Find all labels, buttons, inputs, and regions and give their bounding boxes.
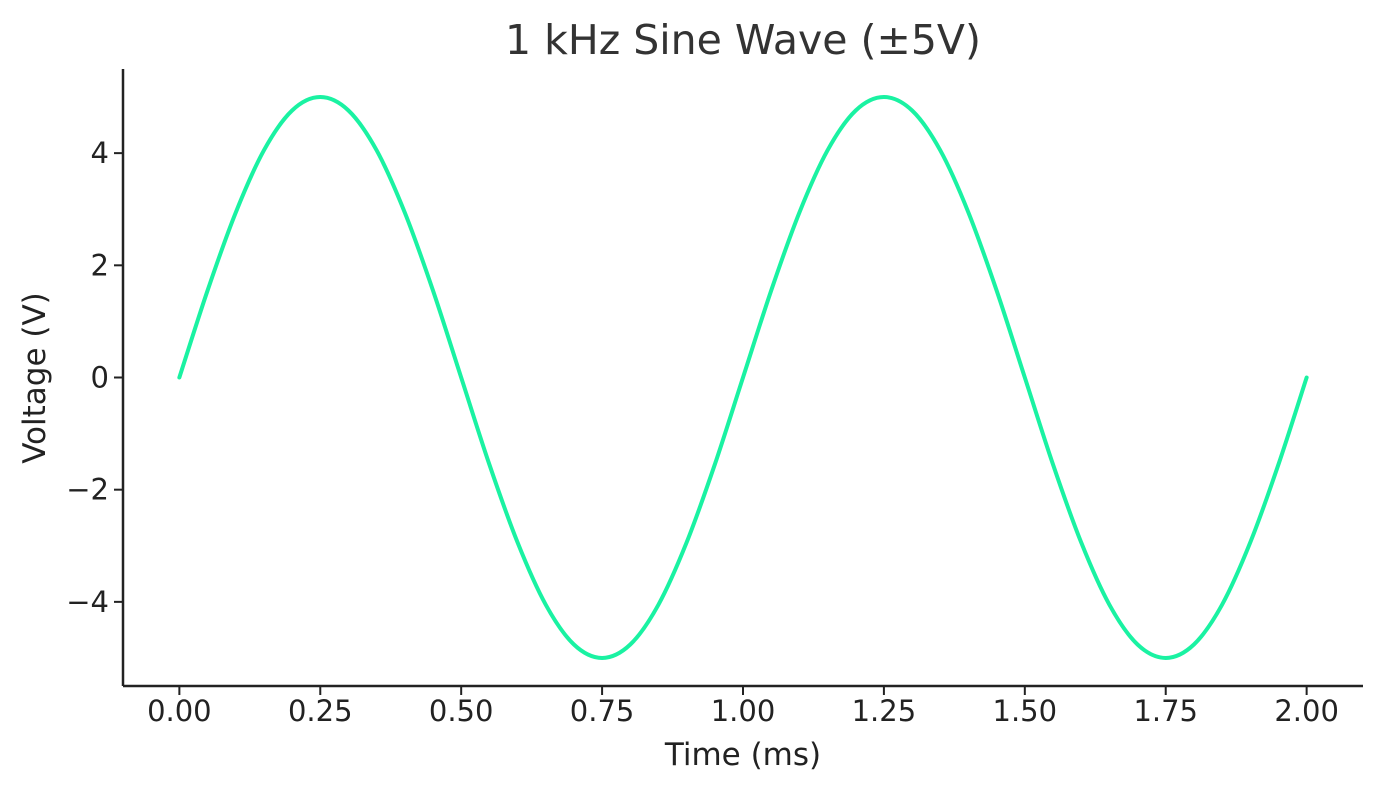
series-layer [177, 95, 1309, 660]
x-axis-label: Time (ms) [664, 737, 821, 773]
y-axis-ticks: −4 −2 0 2 4 [66, 136, 123, 619]
x-tick-label: 0.75 [570, 694, 635, 728]
x-tick-label: 0.25 [288, 694, 353, 728]
x-tick-label: 0.50 [429, 694, 494, 728]
x-tick-label: 1.50 [993, 694, 1058, 728]
sine-series-line [177, 95, 1309, 660]
chart-title: 1 kHz Sine Wave (±5V) [505, 16, 981, 64]
x-tick-label: 2.00 [1274, 694, 1339, 728]
x-axis-ticks: 0.00 0.25 0.50 0.75 1.00 1.25 1.50 1.75 2.00 [147, 686, 1339, 728]
y-axis-label: Voltage (V) [17, 292, 53, 464]
plot-area: −4 −2 0 2 4 0.00 0.25 0.50 0.75 1.00 1.25 1.50 1.75… [66, 69, 1363, 728]
y-tick-label: 2 [91, 248, 109, 282]
x-tick-label: 0.00 [147, 694, 212, 728]
x-tick-label: 1.00 [711, 694, 776, 728]
x-tick-label: 1.25 [852, 694, 917, 728]
y-tick-label: −2 [66, 473, 109, 507]
y-tick-label: 0 [91, 361, 109, 395]
y-tick-label: 4 [91, 136, 109, 170]
y-tick-label: −4 [66, 585, 109, 619]
x-tick-label: 1.75 [1133, 694, 1198, 728]
